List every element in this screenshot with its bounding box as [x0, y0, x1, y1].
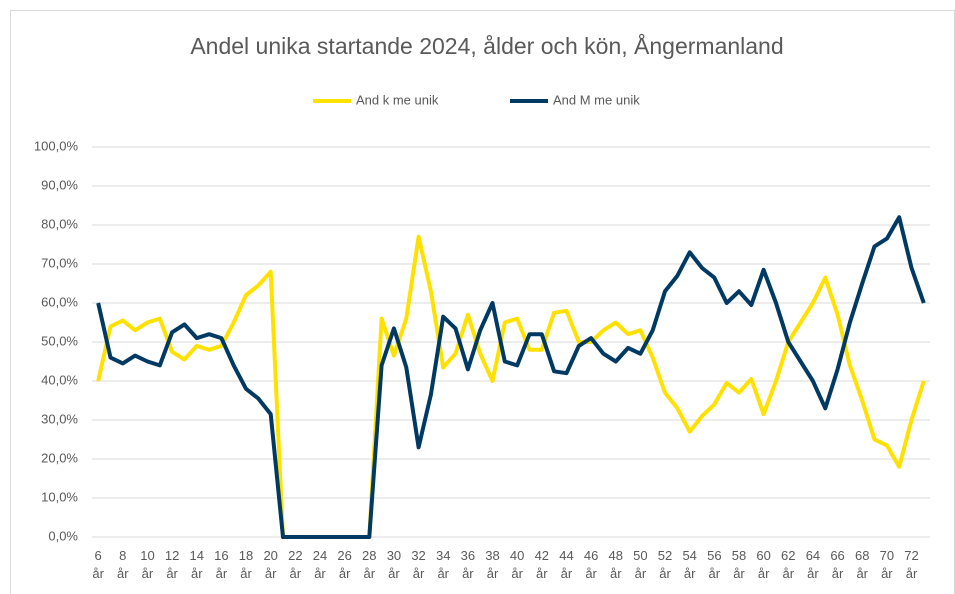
x-tick-label: 48 år [608, 548, 623, 581]
x-tick-label: 44 år [559, 548, 574, 581]
x-tick-label: 18 år [238, 548, 254, 581]
x-tick-label: 40 år [509, 548, 525, 581]
legend-label: And k me unik [356, 92, 439, 107]
x-tick-label: 54 år [682, 548, 697, 581]
x-tick-label: 42 år [534, 548, 550, 581]
x-tick-label: 52 år [657, 548, 673, 581]
x-tick-label: 46 år [583, 548, 599, 581]
y-tick-label: 90,0% [41, 177, 78, 192]
x-tick-label: 62 år [781, 548, 796, 581]
y-tick-label: 10,0% [41, 489, 78, 504]
x-tick-label: 70 år [879, 548, 895, 581]
x-tick-label: 36 år [460, 548, 476, 581]
x-tick-label: 26 år [337, 548, 352, 581]
line-series [96, 234, 926, 539]
x-tick-label: 10 år [140, 548, 155, 581]
x-tick-label: 16 år [214, 548, 229, 581]
y-tick-label: 0,0% [48, 528, 78, 543]
line-series [96, 215, 926, 539]
y-tick-label: 100,0% [34, 138, 79, 153]
x-tick-label: 32 år [411, 548, 426, 581]
x-tick-label: 60 år [756, 548, 771, 581]
x-tick-label: 22 år [288, 548, 303, 581]
x-tick-label: 6 år [92, 548, 104, 581]
x-tick-label: 34 år [435, 548, 451, 581]
y-tick-label: 60,0% [41, 294, 78, 309]
y-tick-label: 50,0% [41, 333, 78, 348]
x-tick-label: 58 år [731, 548, 747, 581]
y-tick-label: 20,0% [41, 450, 78, 465]
x-tick-label: 30 år [386, 548, 402, 581]
x-tick-label: 56 år [707, 548, 722, 581]
x-tick-label: 24 år [312, 548, 328, 581]
x-tick-label: 64 år [805, 548, 821, 581]
x-tick-label: 68 år [854, 548, 870, 581]
y-tick-label: 30,0% [41, 411, 78, 426]
legend-label: And M me unik [553, 92, 640, 107]
x-tick-label: 50 år [633, 548, 648, 581]
y-tick-label: 80,0% [41, 216, 78, 231]
x-tick-label: 66 år [830, 548, 845, 581]
x-tick-label: 14 år [189, 548, 204, 581]
x-tick-label: 8 år [117, 548, 129, 581]
x-tick-label: 38 år [485, 548, 500, 581]
y-tick-label: 40,0% [41, 372, 78, 387]
x-tick-label: 28 år [362, 548, 377, 581]
chart-title: Andel unika startande 2024, ålder och kö… [190, 32, 783, 59]
x-tick-label: 20 år [263, 548, 278, 581]
x-tick-label: 12 år [164, 548, 180, 581]
y-tick-label: 70,0% [41, 255, 78, 270]
x-tick-label: 72 år [904, 548, 919, 581]
